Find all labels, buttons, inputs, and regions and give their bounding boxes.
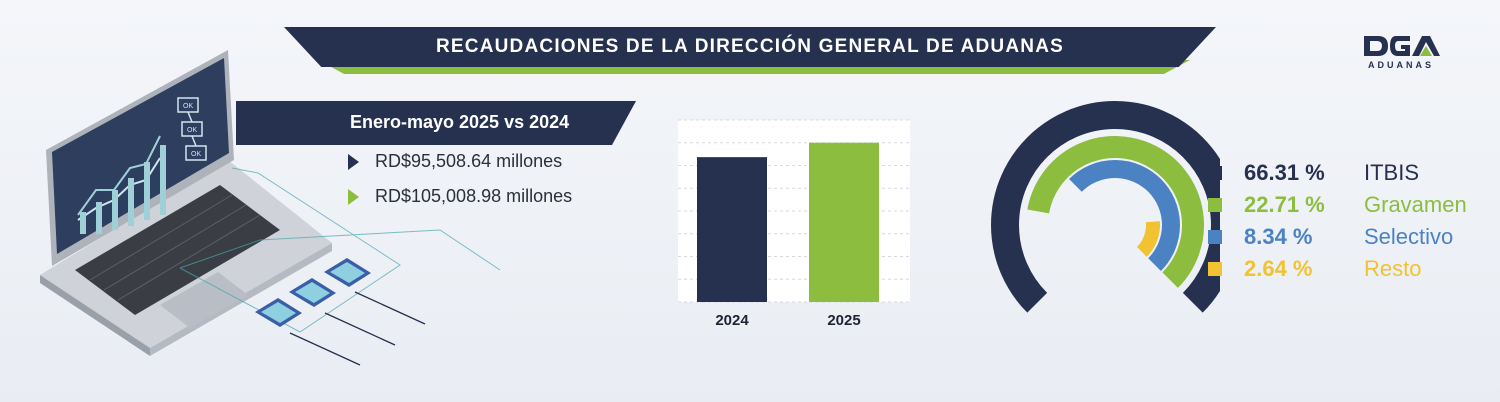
dga-logo: ADUANAS [1360, 32, 1442, 74]
laptop-screen-label: OK [191, 151, 201, 158]
ring-gravamen [1027, 136, 1204, 288]
triangle-bullet-icon [348, 188, 359, 205]
legend-item-gravamen: 22.71 % Gravamen [1208, 189, 1467, 221]
legend-pct: 22.71 % [1244, 192, 1325, 217]
laptop-screen-chart [77, 135, 166, 234]
legend-label: Gravamen [1364, 192, 1467, 217]
legend-item-resto: 2.64 % Resto [1208, 253, 1467, 285]
dga-logo-mark [1364, 36, 1440, 56]
amount-2024-text: RD$95,508.64 millones [375, 151, 563, 171]
bar-2024 [697, 157, 767, 302]
amount-2024: RD$95,508.64 millones [348, 151, 562, 172]
amount-2025: RD$105,008.98 millones [348, 186, 572, 207]
period-label: Enero-mayo 2025 vs 2024 [350, 112, 570, 132]
amount-2025-text: RD$105,008.98 millones [375, 186, 573, 206]
legend-pct: 2.64 % [1244, 256, 1313, 281]
legend-swatch [1208, 262, 1222, 276]
legend-item-itbis: 66.31 % ITBIS [1208, 157, 1467, 189]
period-banner [236, 101, 636, 145]
legend-label: Resto [1364, 256, 1422, 281]
legend-swatch [1208, 198, 1222, 212]
triangle-bullet-icon [348, 153, 359, 170]
laptop-screen-label: OK [183, 103, 193, 110]
ring-selectivo [1069, 160, 1180, 271]
title-banner: RECAUDACIONES DE LA DIRECCIÓN GENERAL DE… [284, 27, 1216, 67]
legend-pct: 8.34 % [1244, 224, 1313, 249]
dga-logo-subtitle: ADUANAS [1368, 60, 1434, 70]
x-tick-label: 2024 [715, 312, 749, 329]
legend-label: ITBIS [1364, 160, 1420, 185]
legend-pct: 66.31 % [1244, 160, 1325, 185]
donut-chart [991, 101, 1220, 313]
bar-2025 [809, 142, 879, 302]
x-tick-label: 2025 [827, 312, 860, 329]
laptop-illustration: OK OK OK [40, 50, 501, 366]
laptop-screen-flow: OK OK OK [177, 97, 207, 161]
legend-label: Selectivo [1364, 224, 1454, 249]
chip-icons [255, 258, 371, 327]
laptop-screen-label: OK [187, 127, 197, 134]
legend-item-selectivo: 8.34 % Selectivo [1208, 221, 1467, 253]
ring-itbis [991, 101, 1220, 313]
legend-swatch [1208, 166, 1222, 180]
ring-resto [1136, 221, 1160, 257]
legend-swatch [1208, 230, 1222, 244]
page-title: RECAUDACIONES DE LA DIRECCIÓN GENERAL DE… [436, 36, 1064, 57]
bar-chart: 2024 2025 [678, 119, 910, 329]
donut-legend: 66.31 % ITBIS 22.71 % Gravamen 8.34 % Se… [1208, 157, 1467, 285]
